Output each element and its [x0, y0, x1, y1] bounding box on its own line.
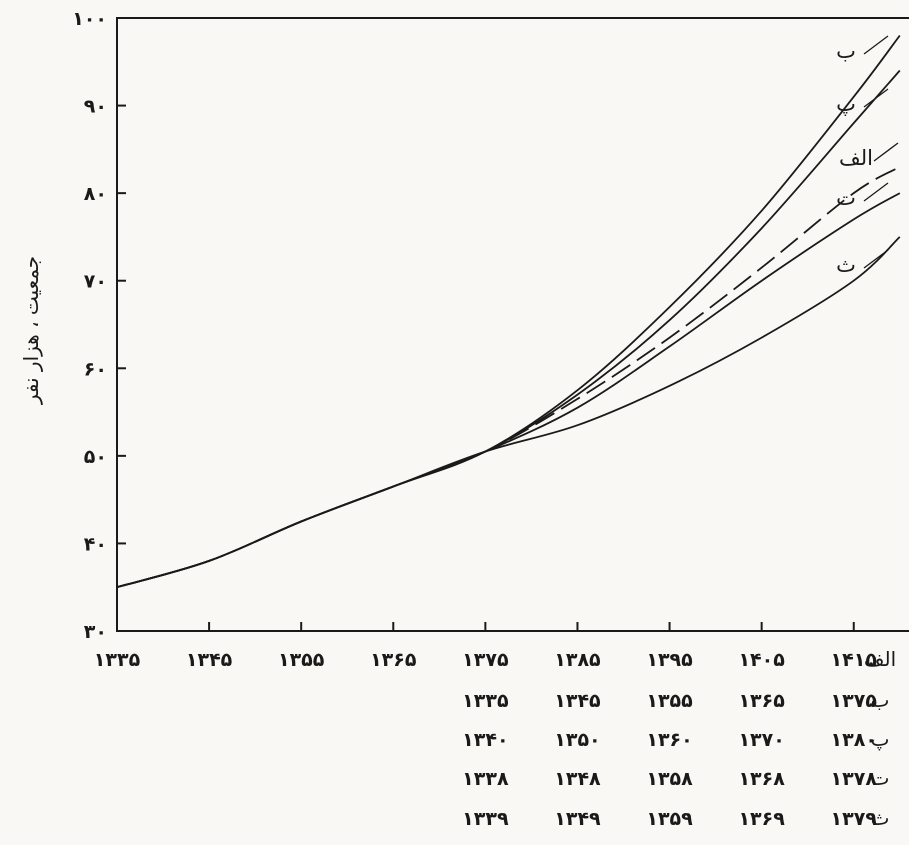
- series-label: ث: [836, 253, 856, 277]
- x-scale-row-label: الف: [864, 647, 896, 671]
- x-scale-row-label: ت: [871, 766, 890, 790]
- x-tick-label: ۱۳۵۵: [646, 690, 693, 712]
- x-tick-label: ۱۳۴۸: [554, 768, 601, 790]
- y-tick-label: ۸۰: [84, 183, 107, 205]
- x-tick-label: ۱۳۴۵: [554, 690, 601, 712]
- x-tick-label: ۱۳۸۵: [554, 649, 601, 671]
- x-tick-label: ۱۳۵۵: [278, 649, 325, 671]
- series-label-leader: [864, 250, 888, 268]
- plot-frame: [117, 18, 909, 631]
- series-line: [117, 167, 900, 587]
- x-tick-label: ۱۳۶۸: [738, 768, 785, 790]
- x-tick-label: ۱۳۳۸: [462, 768, 509, 790]
- x-tick-label: ۱۳۳۵: [462, 690, 509, 712]
- x-tick-label: ۱۳۳۹: [462, 808, 509, 830]
- series-label: پ: [836, 92, 856, 116]
- series-line: [117, 71, 900, 588]
- axes: [117, 18, 909, 631]
- series-label: ب: [836, 39, 856, 63]
- x-scale-row-label: ب: [871, 688, 890, 712]
- series-label-leader: [864, 89, 888, 107]
- series-label-leader: [864, 36, 888, 54]
- x-tick-label: ۱۳۴۵: [186, 649, 233, 671]
- x-scale-row-label: پ: [871, 727, 890, 751]
- y-axis-label: جمعیت ، هزار نفر: [19, 256, 43, 405]
- series-label: الف: [839, 146, 873, 170]
- x-tick-label: ۱۳۴۹: [554, 808, 601, 830]
- x-tick-label: ۱۳۵۰: [554, 729, 600, 751]
- series-line: [117, 36, 900, 588]
- y-tick-label: ۱۰۰: [72, 8, 107, 30]
- y-tick-label: ۷۰: [84, 271, 107, 293]
- x-tick-label: ۱۳۵۹: [646, 808, 693, 830]
- x-tick-label: ۱۳۴۰: [462, 729, 508, 751]
- series-labels: ب پ الف ت ث: [836, 36, 898, 277]
- x-tick-label: ۱۳۹۵: [646, 649, 693, 671]
- x-tick-label: ۱۳۶۰: [646, 729, 692, 751]
- y-tick-label: ۴۰: [84, 533, 107, 555]
- y-tick-label: ۶۰: [84, 358, 107, 380]
- series-line: [117, 237, 900, 587]
- x-tick-label: ۱۴۰۵: [738, 649, 785, 671]
- series-line: [117, 193, 900, 587]
- x-scale-row-label: ث: [871, 806, 890, 830]
- y-tick-label: ۳۰: [84, 621, 107, 643]
- series-label-leader: [874, 143, 898, 161]
- x-tick-label: ۱۳۷۰: [738, 729, 784, 751]
- x-tick-label: ۱۳۵۸: [646, 768, 693, 790]
- series-label: ت: [836, 186, 856, 210]
- x-tick-label: ۱۳۶۵: [370, 649, 417, 671]
- x-tick-label: ۱۳۶۵: [738, 690, 785, 712]
- x-tick-label: ۱۳۳۵: [94, 649, 141, 671]
- series-label-leader: [864, 183, 888, 201]
- x-tick-label: ۱۳۷۵: [462, 649, 509, 671]
- x-tick-label: ۱۳۶۹: [738, 808, 785, 830]
- y-tick-label: ۹۰: [84, 96, 107, 118]
- series-curves: [117, 36, 900, 588]
- x-axis-scales: ۱۳۳۵ ۱۳۴۵ ۱۳۵۵ ۱۳۶۵ ۱۳۷۵ ۱۳۸۵ ۱۳۹۵ ۱۴۰۵ ۱۴۱۵الف۱…: [94, 622, 896, 830]
- y-tick-label: ۵۰: [84, 446, 107, 468]
